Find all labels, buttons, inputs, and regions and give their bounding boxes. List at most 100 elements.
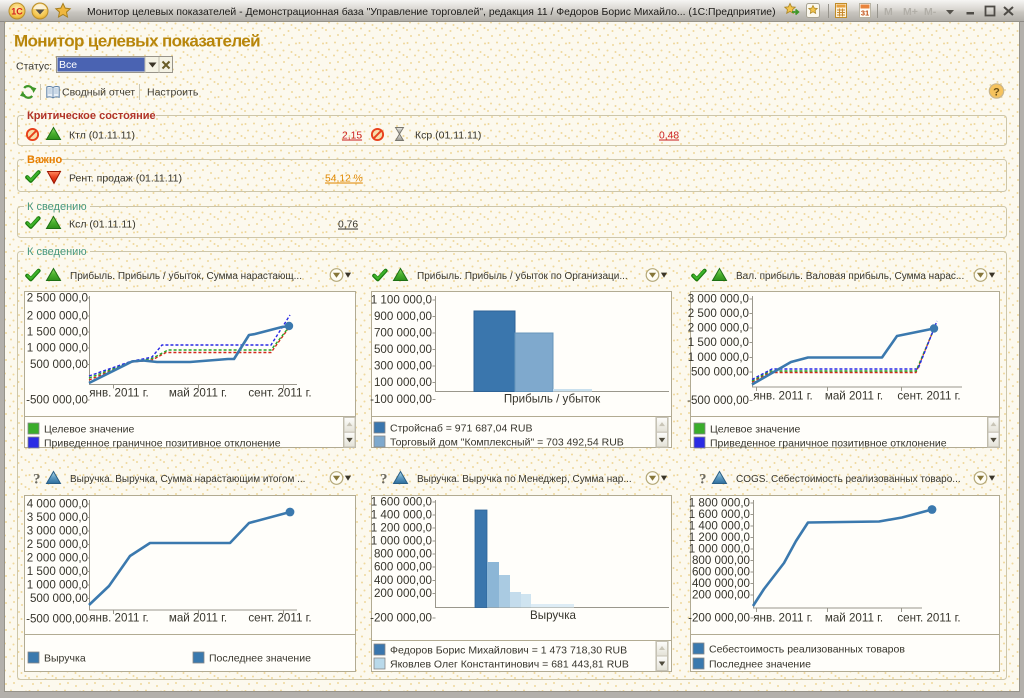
svg-text:0,76: 0,76 — [338, 220, 358, 231]
svg-text:300 000,00: 300 000,00 — [374, 360, 432, 373]
svg-text:Ксл (01.11.11): Ксл (01.11.11) — [69, 219, 136, 231]
svg-text:1 200 000,0: 1 200 000,0 — [689, 531, 750, 544]
svg-text:-200 000,00: -200 000,00 — [688, 612, 750, 625]
svg-text:май 2011 г.: май 2011 г. — [169, 387, 227, 400]
svg-text:M+: M+ — [903, 6, 918, 18]
svg-text:1 500 000,0: 1 500 000,0 — [27, 326, 88, 339]
svg-text:-100 000,00: -100 000,00 — [370, 393, 432, 406]
svg-text:Ктл (01.11.11): Ктл (01.11.11) — [69, 130, 135, 142]
svg-text:1 000 000,0: 1 000 000,0 — [27, 579, 88, 592]
svg-text:M-: M- — [924, 6, 937, 18]
svg-text:Кср (01.11.11): Кср (01.11.11) — [415, 130, 481, 142]
svg-text:Все: Все — [59, 59, 77, 71]
svg-text:Выручка. Выручка по Менеджер,: Выручка. Выручка по Менеджер, Сумма нар.… — [417, 474, 632, 485]
svg-text:К сведению: К сведению — [27, 246, 87, 258]
svg-text:600 000,00: 600 000,00 — [692, 566, 750, 579]
svg-text:2,15: 2,15 — [342, 131, 362, 142]
svg-text:200 000,00: 200 000,00 — [692, 589, 750, 602]
svg-text:Прибыль. Прибыль / убыток, Сум: Прибыль. Прибыль / убыток, Сумма нараста… — [70, 270, 302, 282]
svg-text:4 000 000,0: 4 000 000,0 — [27, 498, 88, 511]
svg-text:2 500 000,0: 2 500 000,0 — [27, 538, 88, 551]
svg-text:-500 000,00: -500 000,00 — [26, 394, 88, 407]
svg-text:100 000,00: 100 000,00 — [374, 376, 432, 389]
svg-text:1 600 000,0: 1 600 000,0 — [371, 496, 432, 509]
svg-text:2 500 000,0: 2 500 000,0 — [688, 307, 749, 320]
svg-text:2 000 000,0: 2 000 000,0 — [27, 310, 88, 323]
svg-text:Последнее значение: Последнее значение — [209, 653, 311, 665]
svg-text:54,12 %: 54,12 % — [325, 174, 363, 185]
svg-text:Выручка. Выручка, Сумма нараст: Выручка. Выручка, Сумма нарастающим итог… — [70, 474, 305, 485]
svg-text:Прибыль / убыток: Прибыль / убыток — [504, 393, 601, 406]
svg-text:1 500 000,0: 1 500 000,0 — [688, 336, 749, 349]
svg-text:май 2011 г.: май 2011 г. — [825, 612, 883, 625]
svg-text:сент. 2011 г.: сент. 2011 г. — [248, 612, 311, 625]
svg-text:Монитор целевых показателей: Монитор целевых показателей — [14, 32, 260, 51]
svg-text:Целевое значение: Целевое значение — [44, 424, 134, 436]
svg-text:800 000,00: 800 000,00 — [692, 554, 750, 567]
svg-text:2 000 000,0: 2 000 000,0 — [688, 322, 749, 335]
svg-text:май 2011 г.: май 2011 г. — [825, 390, 883, 403]
svg-text:Целевое значение: Целевое значение — [710, 424, 800, 436]
svg-text:1 400 000,0: 1 400 000,0 — [371, 509, 432, 522]
svg-text:янв. 2011 г.: янв. 2011 г. — [89, 387, 148, 400]
svg-text:400 000,00: 400 000,00 — [692, 577, 750, 590]
svg-text:Настроить: Настроить — [147, 87, 199, 99]
svg-text:Выручка: Выручка — [44, 653, 86, 665]
svg-text:3 500 000,0: 3 500 000,0 — [27, 511, 88, 524]
svg-text:сент. 2011 г.: сент. 2011 г. — [897, 612, 960, 625]
svg-text:2 500 000,0: 2 500 000,0 — [27, 292, 88, 305]
svg-text:сент. 2011 г.: сент. 2011 г. — [897, 390, 960, 403]
svg-text:Статус:: Статус: — [16, 61, 52, 73]
svg-text:?: ? — [699, 472, 707, 488]
svg-text:500 000,00: 500 000,00 — [691, 366, 749, 379]
svg-text:Федоров Борис Михайлович = 1 4: Федоров Борис Михайлович = 1 473 718,30 … — [390, 645, 627, 657]
svg-text:1 000 000,0: 1 000 000,0 — [27, 342, 88, 355]
svg-text:Торговый дом "Комплексный" = 7: Торговый дом "Комплексный" = 703 492,54 … — [390, 437, 624, 449]
svg-text:500 000,00: 500 000,00 — [374, 343, 432, 356]
svg-text:май 2011 г.: май 2011 г. — [169, 612, 227, 625]
svg-text:1 400 000,0: 1 400 000,0 — [689, 520, 750, 533]
svg-text:Вал. прибыль. Валовая прибыль,: Вал. прибыль. Валовая прибыль, Сумма нар… — [736, 270, 964, 282]
svg-text:Последнее значение: Последнее значение — [709, 659, 811, 671]
svg-text:?: ? — [380, 472, 388, 488]
svg-text:Яковлев Олег Константинович =: Яковлев Олег Константинович = 681 443,81… — [390, 659, 629, 671]
svg-text:1 800 000,0: 1 800 000,0 — [689, 497, 750, 510]
svg-text:600 000,00: 600 000,00 — [374, 561, 432, 574]
svg-text:500 000,00: 500 000,00 — [30, 358, 88, 371]
svg-text:К сведению: К сведению — [27, 201, 87, 213]
svg-text:Выручка: Выручка — [530, 609, 577, 622]
svg-text:Стройснаб = 971 687,04 RUB: Стройснаб = 971 687,04 RUB — [390, 423, 532, 435]
svg-text:3 000 000,0: 3 000 000,0 — [688, 293, 749, 306]
svg-text:?: ? — [993, 87, 1000, 99]
svg-text:M: M — [884, 6, 893, 18]
svg-text:0,48: 0,48 — [659, 131, 679, 142]
svg-text:1 000 000,0: 1 000 000,0 — [688, 351, 749, 364]
svg-text:3 000 000,0: 3 000 000,0 — [27, 525, 88, 538]
svg-text:1 600 000,0: 1 600 000,0 — [689, 508, 750, 521]
svg-text:Сводный отчет: Сводный отчет — [62, 87, 135, 99]
svg-text:Важно: Важно — [27, 154, 63, 166]
svg-text:400 000,00: 400 000,00 — [374, 574, 432, 587]
svg-text:700 000,00: 700 000,00 — [374, 327, 432, 340]
svg-text:2 000 000,0: 2 000 000,0 — [27, 552, 88, 565]
svg-text:1 500 000,0: 1 500 000,0 — [27, 565, 88, 578]
svg-text:Приведенное граничное позитивн: Приведенное граничное позитивное отклоне… — [710, 438, 947, 450]
svg-text:Себестоимость реализованных то: Себестоимость реализованных товаров — [709, 644, 905, 656]
svg-text:?: ? — [33, 472, 41, 488]
svg-text:900 000,00: 900 000,00 — [374, 310, 432, 323]
svg-text:Монитор целевых показателей -: Монитор целевых показателей - Демонстрац… — [87, 6, 776, 18]
svg-text:Критическое состояние: Критическое состояние — [27, 110, 156, 122]
svg-text:COGS. Себестоимость реализован: COGS. Себестоимость реализованных товаро… — [736, 473, 961, 485]
svg-text:Приведенное граничное позитивн: Приведенное граничное позитивное отклоне… — [44, 438, 281, 450]
svg-text:янв. 2011 г.: янв. 2011 г. — [89, 612, 148, 625]
svg-text:1 000 000,0: 1 000 000,0 — [689, 543, 750, 556]
svg-text:янв. 2011 г.: янв. 2011 г. — [753, 612, 812, 625]
svg-text:1 200 000,0: 1 200 000,0 — [371, 522, 432, 535]
svg-text:-500 000,00: -500 000,00 — [687, 394, 749, 407]
svg-text:Рент. продаж (01.11.11): Рент. продаж (01.11.11) — [69, 173, 182, 185]
svg-text:-200 000,00: -200 000,00 — [370, 612, 432, 625]
svg-text:1 100 000,0: 1 100 000,0 — [371, 294, 432, 307]
svg-text:31: 31 — [861, 9, 869, 18]
svg-text:1С: 1С — [11, 7, 23, 17]
svg-text:-500 000,00: -500 000,00 — [26, 613, 88, 626]
